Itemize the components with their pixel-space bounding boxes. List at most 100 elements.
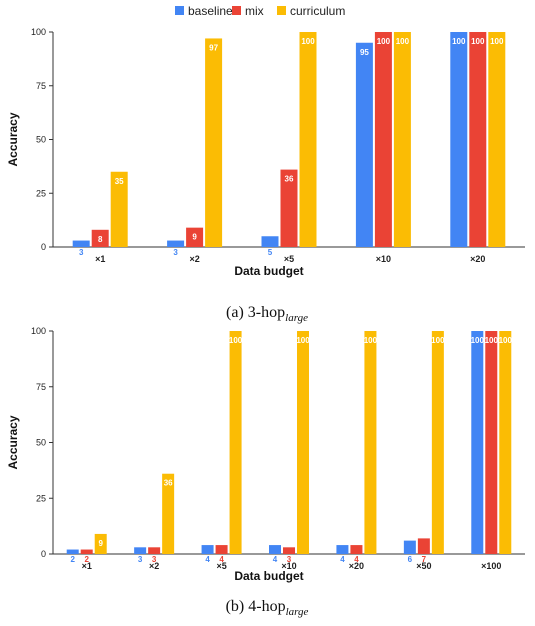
x-tick-label: ×10: [376, 254, 391, 264]
x-tick-label: ×1: [95, 254, 105, 264]
data-label-baseline: 2: [70, 555, 75, 564]
y-axis-label: Accuracy: [6, 415, 20, 469]
bar-curriculum: [110, 171, 128, 247]
y-tick-label: 75: [36, 382, 46, 392]
data-label-curriculum: 100: [229, 336, 243, 345]
bar-mix: [148, 547, 161, 554]
figure-caption: (a) 3-hoplarge: [226, 304, 308, 324]
data-label-curriculum: 9: [98, 539, 103, 548]
data-label-curriculum: 100: [499, 336, 513, 345]
bar-curriculum: [488, 32, 506, 247]
data-label-curriculum: 100: [301, 37, 315, 46]
y-tick-label: 25: [36, 188, 46, 198]
legend-swatch-curriculum: [277, 6, 286, 15]
legend-swatch-mix: [232, 6, 241, 15]
x-tick-label: ×2: [149, 561, 159, 571]
data-label-baseline: 4: [273, 555, 278, 564]
bar-mix: [280, 169, 298, 247]
bar-baseline: [261, 236, 279, 247]
data-label-mix: 9: [192, 233, 197, 242]
y-tick-label: 100: [31, 27, 46, 37]
data-label-baseline: 3: [79, 248, 84, 257]
bar-mix: [283, 547, 295, 554]
y-tick-label: 0: [41, 242, 46, 252]
bar-baseline: [167, 240, 185, 247]
data-label-mix: 4: [354, 555, 359, 564]
data-label-mix: 36: [285, 175, 294, 184]
legend-label-baseline: baseline: [188, 4, 233, 18]
x-tick-label: ×20: [470, 254, 485, 264]
caption-text: (a) 3-hop: [226, 304, 285, 321]
bar-baseline: [336, 545, 349, 554]
bar-curriculum: [364, 331, 377, 554]
data-label-mix: 3: [152, 555, 157, 564]
bar-baseline: [201, 545, 214, 554]
bar-curriculum: [393, 32, 411, 247]
data-label-baseline: 5: [268, 248, 273, 257]
bar-baseline: [355, 42, 373, 247]
legend: baseline mix curriculum: [175, 4, 345, 18]
y-axis-label: Accuracy: [6, 112, 20, 166]
data-label-baseline: 6: [408, 555, 413, 564]
x-tick-label: ×2: [189, 254, 199, 264]
bar-mix: [350, 545, 363, 554]
data-label-baseline: 95: [360, 48, 369, 57]
bar-curriculum: [229, 331, 242, 554]
bar-mix: [417, 538, 430, 554]
bar-baseline: [471, 331, 484, 554]
bar-curriculum: [299, 32, 317, 247]
bar-curriculum: [499, 331, 512, 554]
data-label-curriculum: 97: [209, 43, 218, 52]
data-label-curriculum: 100: [364, 336, 378, 345]
caption-text: (b) 4-hop: [226, 598, 286, 615]
bar-baseline: [269, 545, 281, 554]
x-tick-label: ×5: [216, 561, 226, 571]
x-axis-label: Data budget: [234, 569, 303, 583]
data-label-baseline: 4: [340, 555, 345, 564]
x-tick-label: ×1: [82, 561, 92, 571]
x-tick-label: ×5: [284, 254, 294, 264]
bar-curriculum: [297, 331, 309, 554]
bar-curriculum: [94, 533, 107, 554]
bar-mix: [374, 32, 392, 247]
data-label-curriculum: 35: [115, 177, 124, 186]
figure-caption: (b) 4-hoplarge: [226, 598, 309, 618]
bar-baseline: [403, 540, 416, 554]
data-label-mix: 100: [377, 37, 391, 46]
legend-label-mix: mix: [245, 4, 264, 18]
data-label-mix: 8: [98, 235, 103, 244]
data-label-baseline: 3: [173, 248, 178, 257]
data-label-mix: 4: [219, 555, 224, 564]
data-label-baseline: 4: [205, 555, 210, 564]
bar-baseline: [134, 547, 147, 554]
bar-baseline: [72, 240, 90, 247]
y-tick-label: 100: [31, 326, 46, 336]
data-label-mix: 2: [84, 555, 89, 564]
bar-curriculum: [162, 473, 175, 554]
data-label-baseline: 3: [138, 555, 143, 564]
data-label-curriculum: 36: [164, 479, 173, 488]
y-tick-label: 50: [36, 135, 46, 145]
data-label-curriculum: 100: [396, 37, 410, 46]
data-label-baseline: 100: [452, 37, 466, 46]
data-label-curriculum: 100: [490, 37, 504, 46]
data-label-mix: 7: [422, 555, 427, 564]
caption-subscript: large: [285, 312, 308, 324]
data-label-mix: 3: [287, 555, 292, 564]
y-tick-label: 75: [36, 81, 46, 91]
y-tick-label: 50: [36, 438, 46, 448]
x-tick-label: ×10: [281, 561, 296, 571]
bar-baseline: [450, 32, 468, 247]
bar-curriculum: [431, 331, 444, 554]
data-label-baseline: 100: [471, 336, 485, 345]
x-tick-label: ×50: [416, 561, 431, 571]
x-tick-label: ×100: [481, 561, 501, 571]
chart-panel-1: 0 25 50 75 100 Accuracy 3 8 35 ×1 3 9 97 ×2 5 36 100 ×5 95…: [6, 27, 525, 324]
bar-baseline: [66, 549, 79, 554]
data-label-curriculum: 100: [296, 336, 310, 345]
y-tick-label: 25: [36, 493, 46, 503]
x-axis-label: Data budget: [234, 264, 303, 278]
bar-curriculum: [205, 38, 223, 248]
